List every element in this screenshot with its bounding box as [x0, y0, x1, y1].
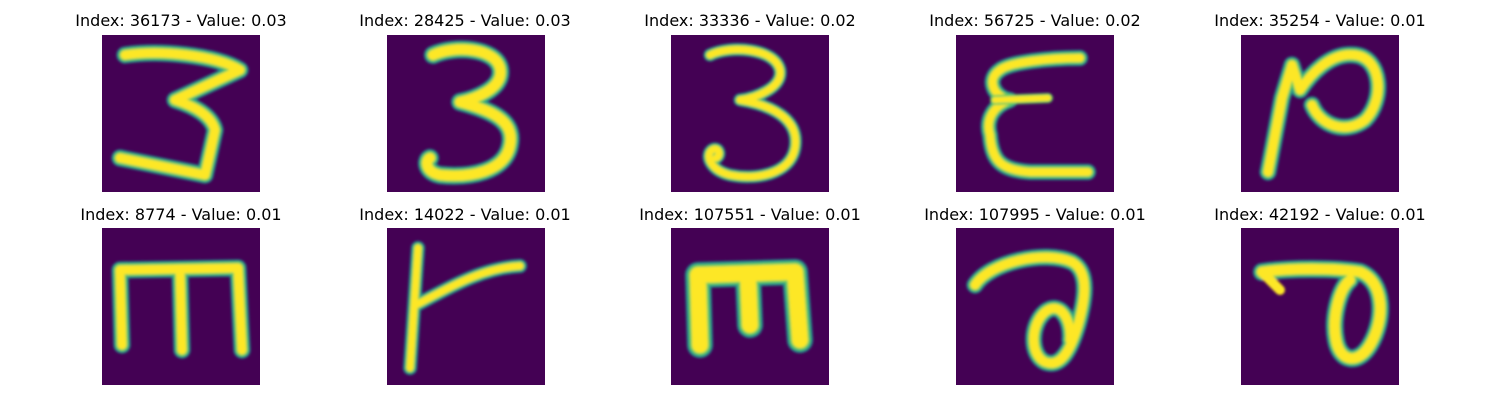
panel-9: Index: 107995 - Value: 0.01 [924, 205, 1146, 385]
panel-title: Index: 14022 - Value: 0.01 [359, 205, 570, 224]
panel-title: Index: 28425 - Value: 0.03 [359, 11, 570, 30]
panel-title: Index: 35254 - Value: 0.01 [1214, 11, 1425, 30]
panel-6: Index: 8774 - Value: 0.01 [80, 205, 282, 385]
glyph-image [685, 259, 813, 358]
panel-3: Index: 33336 - Value: 0.02 [644, 11, 856, 192]
glyph-image [702, 43, 802, 184]
glyph-image [418, 40, 520, 185]
glyph-image [111, 44, 249, 184]
glyph-image [966, 248, 1093, 372]
panel-10: Index: 42192 - Value: 0.01 [1214, 205, 1426, 385]
image-background [671, 35, 829, 192]
panel-title: Index: 8774 - Value: 0.01 [80, 205, 281, 224]
panel-7: Index: 14022 - Value: 0.01 [359, 205, 571, 385]
panel-1: Index: 36173 - Value: 0.03 [75, 11, 287, 192]
panel-title: Index: 107995 - Value: 0.01 [924, 205, 1146, 224]
panel-title: Index: 42192 - Value: 0.01 [1214, 205, 1425, 224]
panel-title: Index: 107551 - Value: 0.01 [639, 205, 861, 224]
panel-title: Index: 56725 - Value: 0.02 [929, 11, 1140, 30]
glyph-image [1253, 260, 1390, 368]
panel-4: Index: 56725 - Value: 0.02 [929, 11, 1141, 192]
glyph-image [403, 241, 527, 375]
panel-title: Index: 36173 - Value: 0.03 [75, 11, 286, 30]
image-background [387, 35, 545, 192]
glyph-image [980, 50, 1096, 180]
panel-8: Index: 107551 - Value: 0.01 [639, 205, 861, 385]
glyph-image [1259, 46, 1387, 181]
panel-5: Index: 35254 - Value: 0.01 [1214, 11, 1426, 192]
glyph-image [111, 259, 251, 359]
panel-title: Index: 33336 - Value: 0.02 [644, 11, 855, 30]
panel-2: Index: 28425 - Value: 0.03 [359, 11, 571, 192]
